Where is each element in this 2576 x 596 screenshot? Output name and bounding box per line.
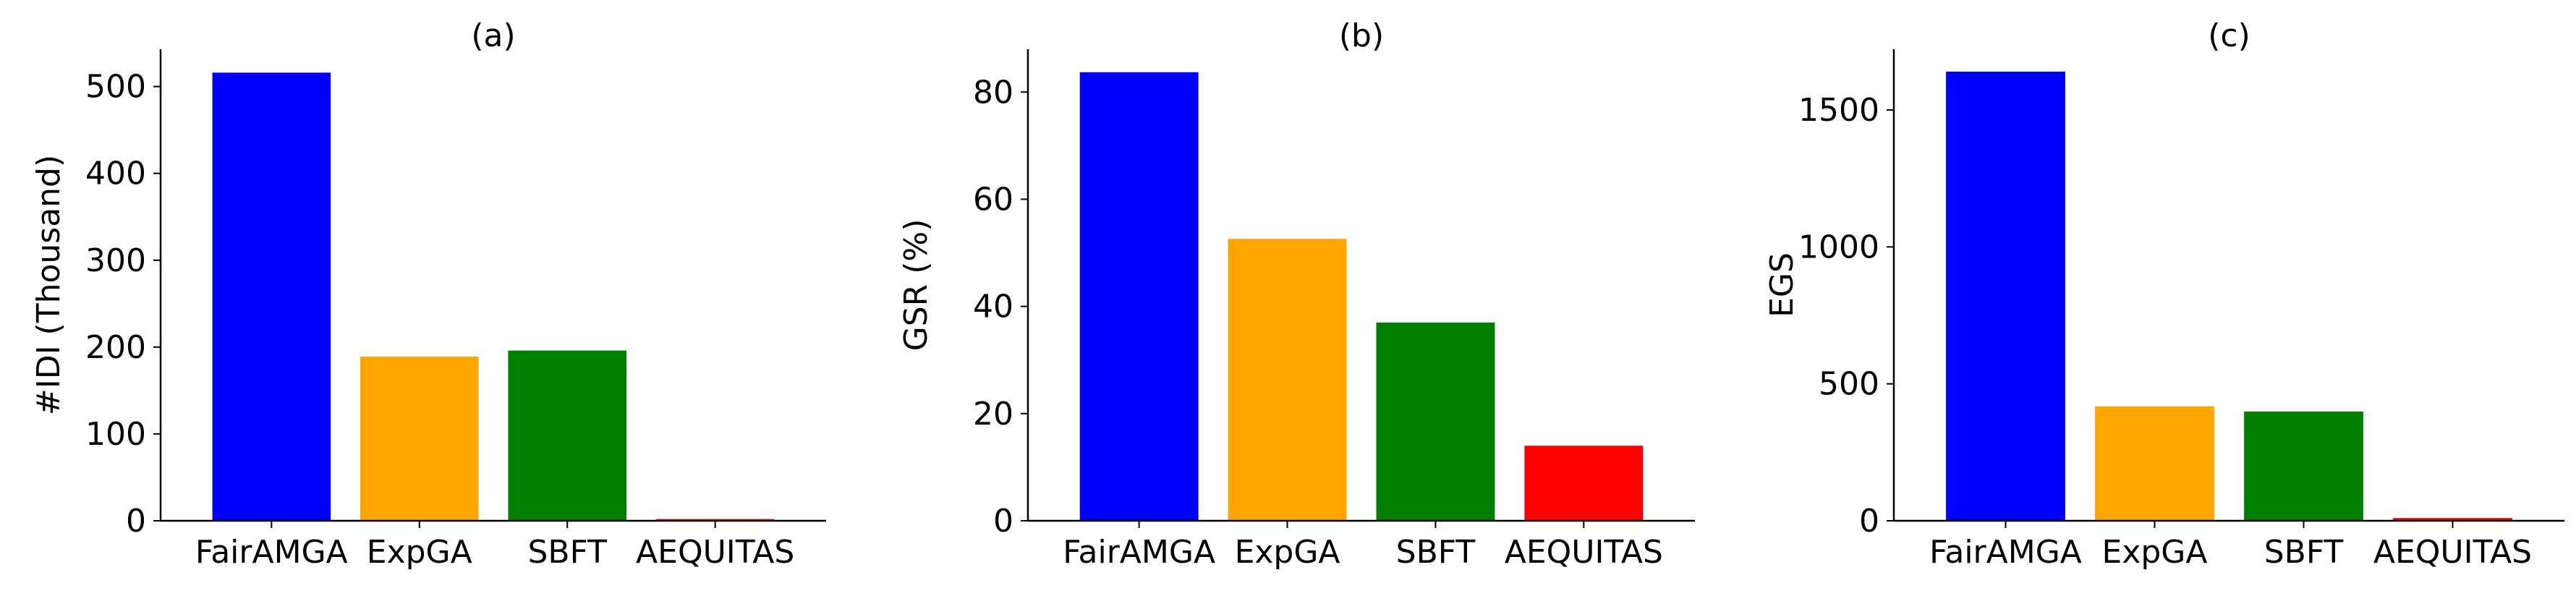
- x-tick-label: FairAMGA: [1063, 534, 1215, 571]
- bar-fairamga: [1079, 72, 1199, 522]
- panel-title: (a): [471, 17, 515, 54]
- y-tick-label: 400: [85, 156, 146, 192]
- y-tick-label: 100: [85, 416, 146, 453]
- x-tick-label: ExpGA: [1235, 534, 1340, 571]
- y-tick-label: 200: [85, 329, 146, 366]
- y-axis-label: GSR (%): [898, 219, 935, 352]
- panel-title: (b): [1339, 17, 1384, 54]
- y-tick-label: 80: [973, 74, 1013, 111]
- y-tick-label: 500: [85, 69, 146, 106]
- y-tick-label: 0: [1859, 503, 1879, 540]
- y-tick-label: 0: [993, 503, 1013, 540]
- y-tick-label: 500: [1819, 366, 1879, 403]
- y-tick-label: 0: [126, 503, 146, 540]
- x-tick-label: ExpGA: [2102, 534, 2208, 571]
- y-tick-label: 40: [973, 289, 1013, 325]
- panel-c: FairAMGA ExpGA SBFT AEQUITAS 0 500 1000 1500 (c)…: [1764, 17, 2564, 571]
- x-tick-label: AEQUITAS: [636, 534, 794, 571]
- x-tick-label: SBFT: [527, 534, 607, 571]
- bar-aequitas: [1524, 446, 1644, 521]
- bar-expga: [360, 357, 479, 521]
- x-tick-label: SBFT: [2264, 534, 2344, 571]
- bar-sbft: [508, 350, 626, 521]
- bar-sbft: [2244, 411, 2363, 521]
- y-axis-label: EGS: [1764, 252, 1801, 318]
- bar-fairamga: [212, 72, 331, 521]
- bar-aequitas: [2393, 518, 2512, 521]
- x-tick-label: FairAMGA: [1929, 534, 2082, 571]
- x-tick-label: SBFT: [1396, 534, 1476, 571]
- bar-sbft: [1376, 322, 1495, 521]
- bar-fairamga: [1946, 72, 2065, 522]
- panel-b: FairAMGA ExpGA SBFT AEQUITAS 0 20 40 60 80 (b) GSR…: [898, 17, 1695, 571]
- x-tick-label: FairAMGA: [195, 534, 348, 571]
- panel-title: (c): [2208, 17, 2250, 54]
- bar-expga: [1228, 239, 1347, 521]
- bar-expga: [2095, 406, 2214, 521]
- panel-a: FairAMGA ExpGA SBFT AEQUITAS 0 100 200 300 400 50…: [30, 17, 826, 571]
- y-tick-label: 300: [85, 242, 146, 279]
- y-axis-label: #IDI (Thousand): [30, 155, 67, 415]
- x-tick-label: AEQUITAS: [1505, 534, 1663, 571]
- y-tick-label: 1500: [1798, 92, 1879, 129]
- y-tick-label: 60: [973, 181, 1013, 218]
- x-tick-label: ExpGA: [367, 534, 472, 571]
- y-tick-label: 1000: [1798, 229, 1879, 265]
- y-tick-label: 20: [973, 396, 1013, 433]
- x-tick-label: AEQUITAS: [2373, 534, 2532, 571]
